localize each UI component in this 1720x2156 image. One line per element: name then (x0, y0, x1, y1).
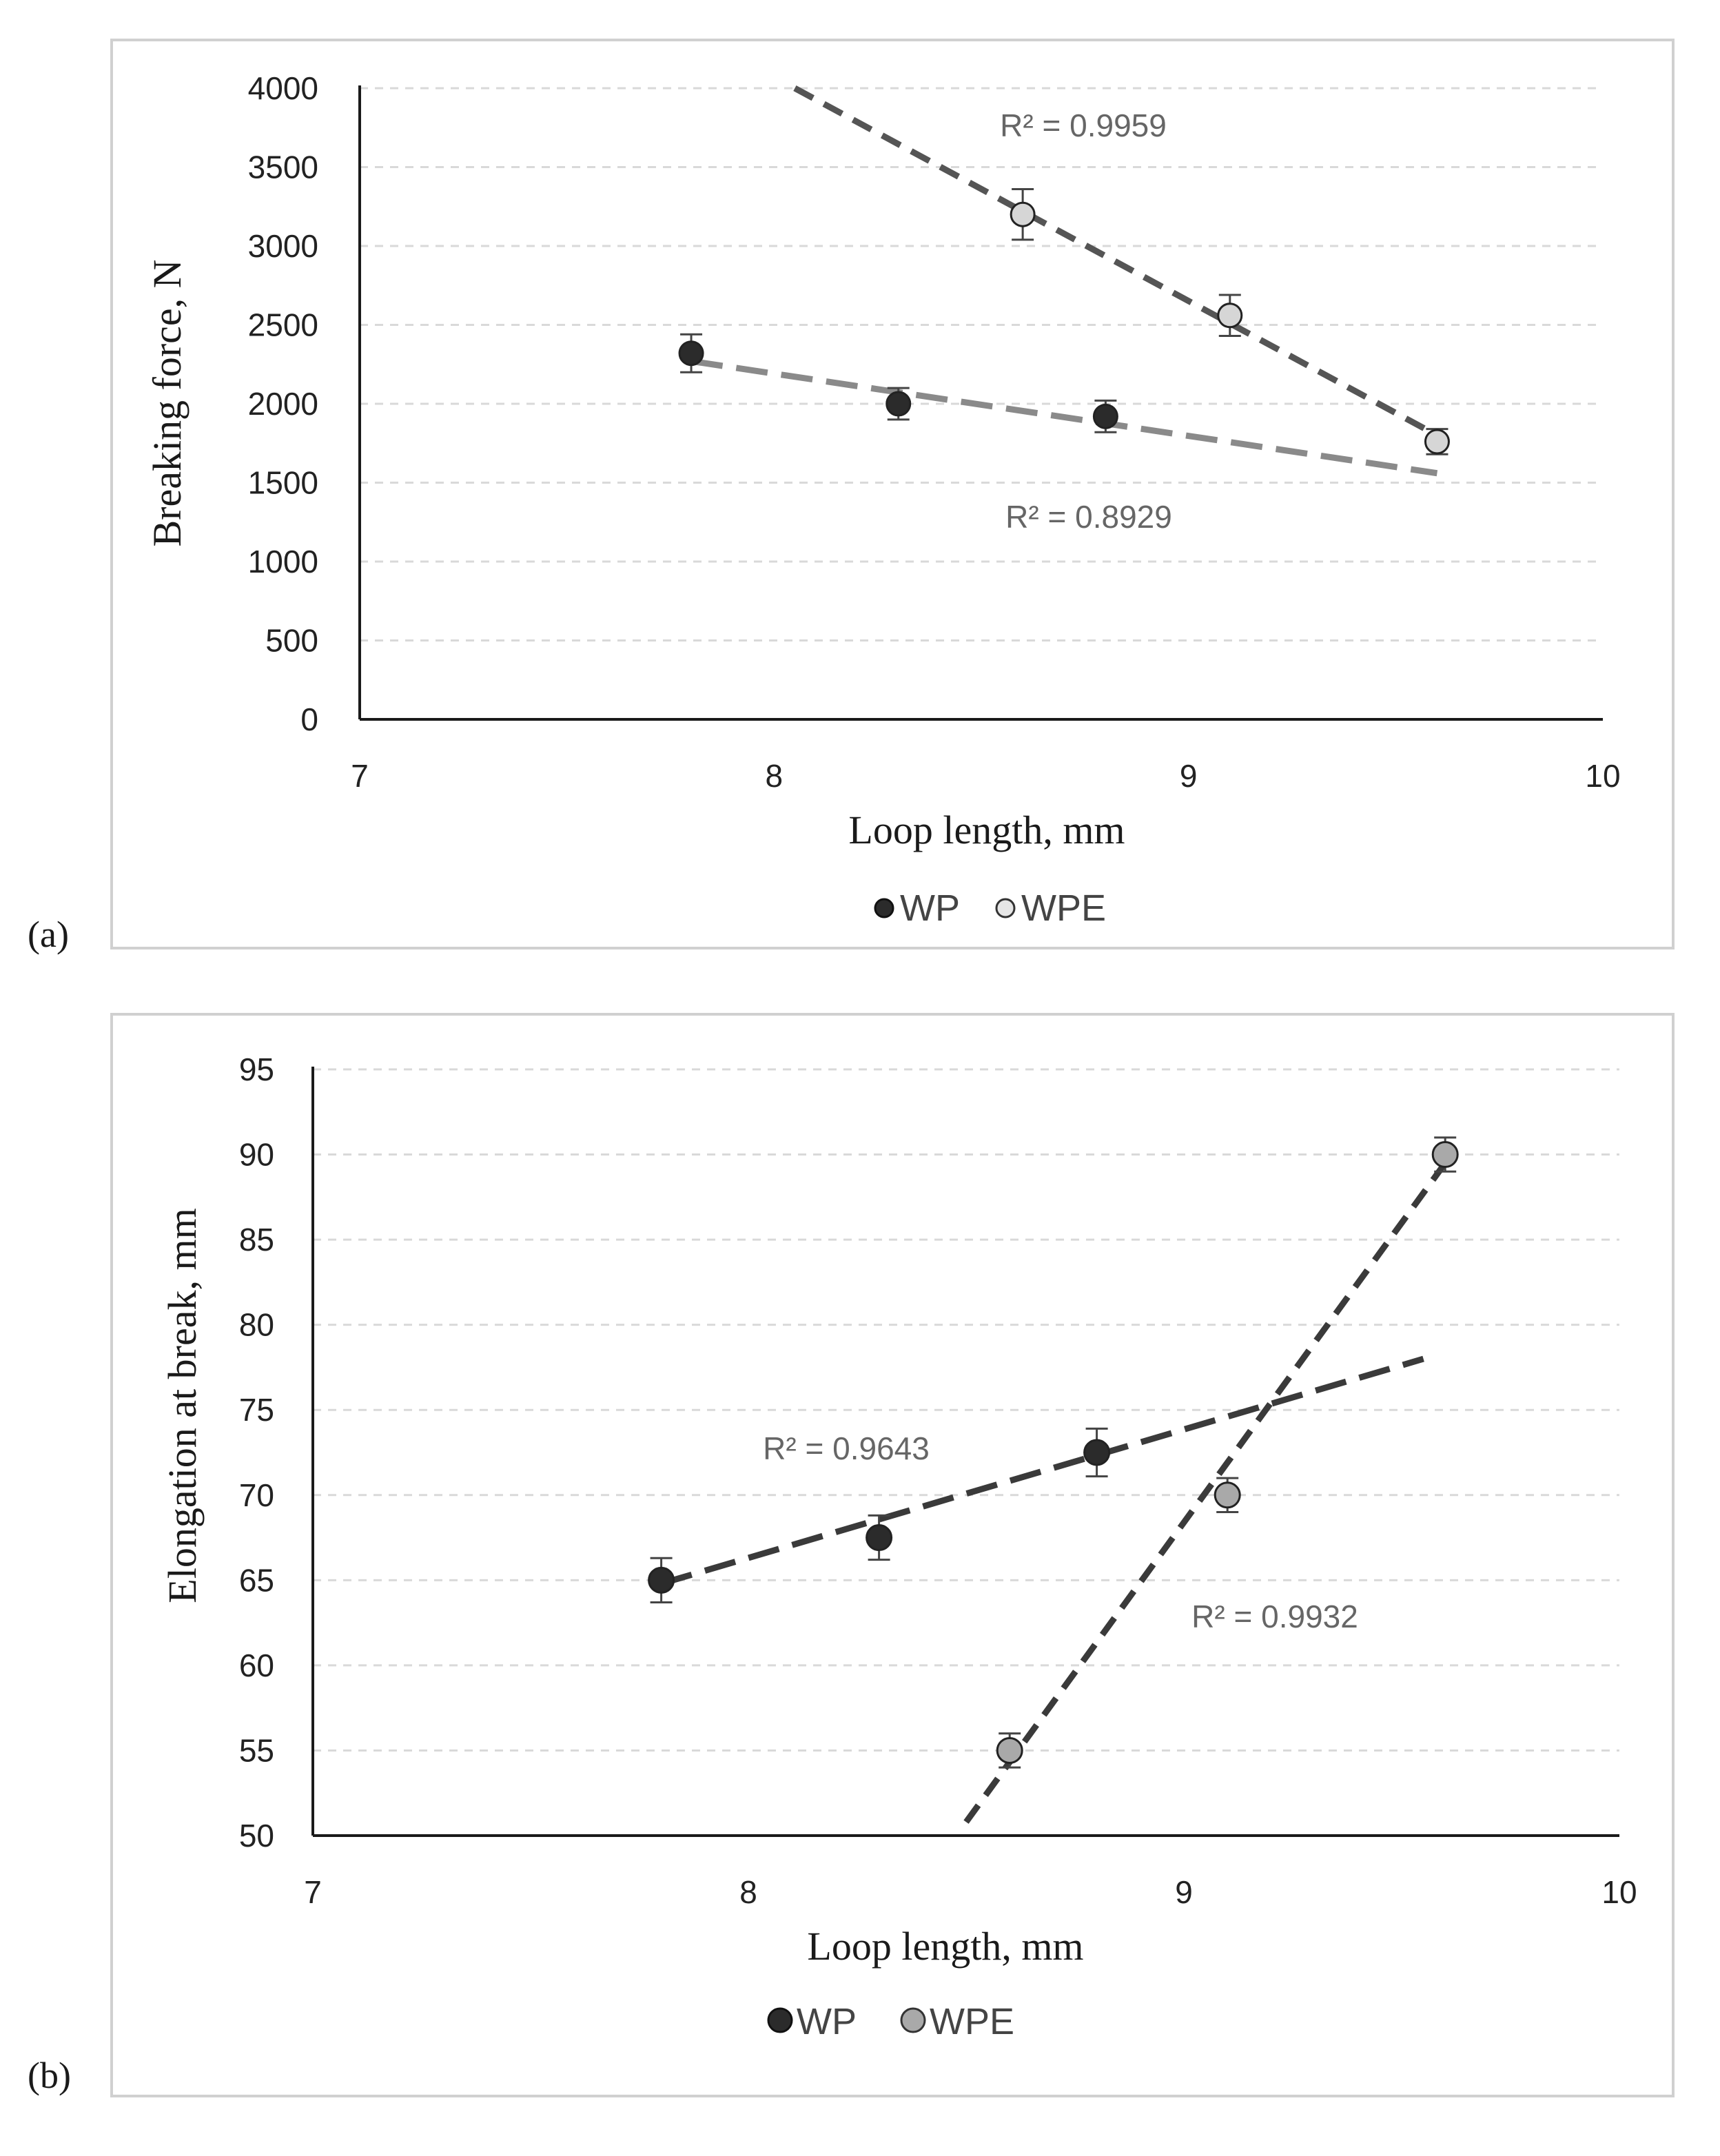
chart-a-wpe-r2-label: R² = 0.9959 (1000, 107, 1167, 143)
chart-b-y-tick-label: 70 (239, 1477, 274, 1513)
chart-b-legend-wp-label: WP (797, 2001, 857, 2042)
chart-b-legend-wpe-marker (900, 2007, 926, 2033)
chart-b-y-tick-label: 85 (239, 1222, 274, 1257)
chart-b-legend-wp-marker (767, 2007, 793, 2033)
chart-b-y-tick-label: 50 (239, 1818, 274, 1854)
chart-b-wpe-point (996, 1736, 1023, 1764)
chart-b-wp-point (1083, 1439, 1111, 1466)
panel-b-frame (110, 1013, 1675, 2097)
chart-a-legend-wpe-marker (995, 898, 1016, 918)
chart-a-y-axis-title: Breaking force, N (145, 259, 190, 546)
chart-a-y-tick-label: 1000 (248, 544, 318, 579)
chart-b-y-axis-title: Elongation at break, mm (160, 1208, 205, 1603)
chart-b-plot: 50 55 60 65 70 75 80 85 90 95 7 8 9 10 (239, 1051, 1637, 1910)
chart-a-y-tick-label: 500 (265, 623, 318, 659)
chart-a-legend-wp-label: WP (900, 887, 960, 929)
chart-a-x-tick-label: 10 (1585, 758, 1620, 794)
chart-b-wp-trendline (660, 1355, 1424, 1587)
chart-a-wp-point (678, 340, 704, 367)
chart-a-plot: 0 500 1000 1500 2000 2500 3000 3500 4000 7 8 9 10 (248, 70, 1621, 794)
chart-b-x-tick-label: 7 (304, 1874, 322, 1910)
chart-a-legend-wpe-label: WPE (1021, 887, 1106, 929)
chart-b-wp-r2-label: R² = 0.9643 (763, 1430, 930, 1466)
chart-a-wpe-point (1424, 429, 1450, 455)
chart-b-y-tick-label: 95 (239, 1051, 274, 1087)
chart-a-x-tick-label: 9 (1180, 758, 1198, 794)
panel-a-frame (110, 39, 1675, 949)
chart-a-wpe-point (1010, 201, 1036, 227)
chart-a-wpe-trendline (793, 85, 1439, 438)
chart-b-y-tick-label: 55 (239, 1732, 274, 1768)
chart-a-y-tick-label: 1500 (248, 465, 318, 501)
chart-b-wp-point (648, 1566, 675, 1594)
chart-b-wpe-point (1431, 1141, 1459, 1169)
chart-a-x-tick-label: 7 (351, 758, 369, 794)
chart-a-wpe-point (1217, 302, 1243, 329)
chart-b-y-tick-label: 65 (239, 1562, 274, 1598)
panel-label-b: (b) (28, 2055, 71, 2096)
chart-a-y-tick-label: 0 (300, 701, 318, 737)
chart-b-x-tick-label: 10 (1601, 1874, 1637, 1910)
chart-a-wp-point (1092, 403, 1118, 429)
chart-b-y-tick-label: 90 (239, 1137, 274, 1173)
chart-a-wp-r2-label: R² = 0.8929 (1005, 499, 1172, 535)
chart-a-y-tick-label: 3000 (248, 228, 318, 264)
chart-b-wp-point (866, 1524, 893, 1552)
chart-a-y-tick-label: 4000 (248, 70, 318, 106)
chart-b-wpe-point (1214, 1481, 1241, 1509)
chart-a-y-tick-label: 2500 (248, 307, 318, 343)
chart-b-y-tick-label: 60 (239, 1647, 274, 1683)
chart-a-y-tick-label: 2000 (248, 386, 318, 422)
panel-label-a: (a) (28, 914, 69, 955)
chart-b-wpe-trendline (963, 1161, 1448, 1824)
chart-b-x-tick-label: 9 (1175, 1874, 1193, 1910)
chart-b-y-tick-label: 80 (239, 1307, 274, 1343)
chart-b-y-tick-label: 75 (239, 1392, 274, 1428)
chart-b-legend-wpe-label: WPE (930, 2001, 1014, 2042)
chart-a-x-axis-title: Loop length, mm (848, 808, 1125, 852)
chart-b-x-tick-label: 8 (739, 1874, 757, 1910)
chart-b-x-axis-title: Loop length, mm (807, 1924, 1083, 1969)
chart-a-y-tick-label: 3500 (248, 150, 318, 185)
chart-b-wpe-r2-label: R² = 0.9932 (1191, 1599, 1358, 1634)
chart-a-wp-point (885, 391, 912, 417)
chart-a-x-tick-label: 8 (766, 758, 784, 794)
chart-a-wp-trendline (690, 358, 1438, 477)
chart-a-legend-wp-marker (874, 898, 894, 918)
